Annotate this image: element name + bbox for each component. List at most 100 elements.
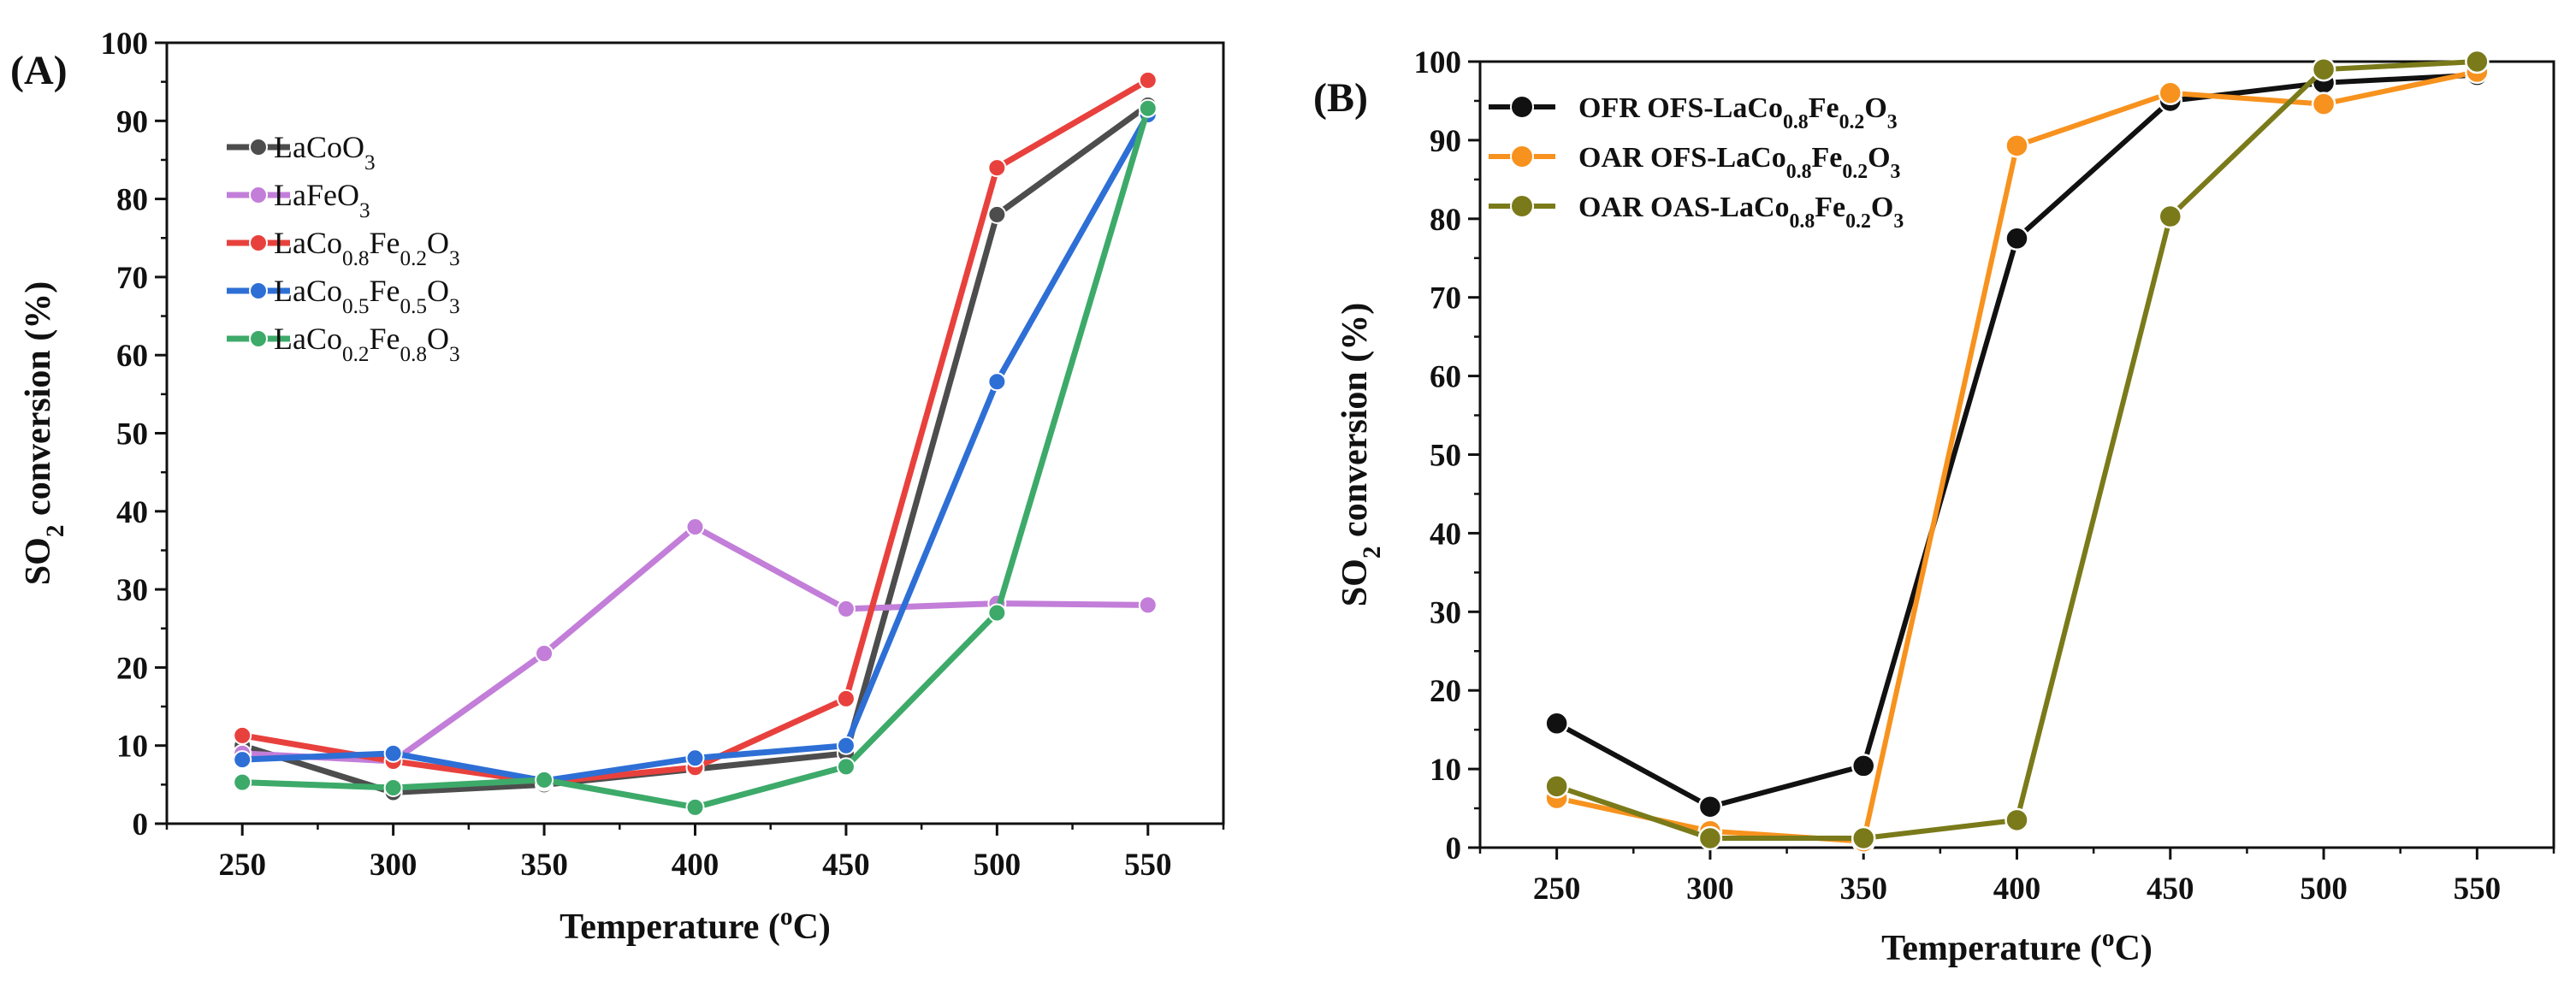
y-tick-label: 50: [1430, 439, 1461, 474]
data-point: [2311, 56, 2336, 82]
legend-label: LaCo0.8Fe0.2O3: [274, 226, 460, 270]
data-point: [535, 770, 554, 789]
data-point: [987, 204, 1007, 224]
y-tick-label: 0: [1446, 831, 1462, 866]
legend-label-part: Fe: [1811, 142, 1842, 174]
data-point: [1138, 595, 1158, 615]
data-point: [2005, 133, 2029, 158]
legend-label-part: 0.2: [400, 247, 426, 270]
data-point: [2158, 204, 2183, 229]
series-3: [233, 70, 1158, 792]
x-tick-label: 400: [672, 848, 720, 883]
legend-label-part: 0.8: [400, 343, 426, 366]
legend: OFR OFS-LaCo0.8Fe0.2O3 OAR OFS-LaCo0.8Fe0…: [1489, 92, 1904, 233]
legend-item: OFR OFS-LaCo0.8Fe0.2O3: [1489, 92, 1898, 133]
chart-b: 0 10 20 30 40 50 60 70 80 90 100 250 300 350 400 450 500…: [1313, 45, 2555, 968]
legend-label-part: 3: [1891, 161, 1901, 183]
series-line: [239, 102, 1152, 795]
legend-marker: [1510, 95, 1534, 119]
y-axis-label-pre: SO: [1335, 559, 1375, 606]
x-axis-label-main: Temperature (: [1881, 929, 2102, 968]
y-tick-label: 70: [1430, 281, 1461, 316]
legend-label: LaCoO3: [274, 130, 376, 174]
data-point: [233, 725, 252, 745]
x-axis-label-tail: C): [2115, 929, 2153, 968]
x-axis-label-sup: o: [780, 903, 793, 931]
y-axis-label-post: conversion (%): [19, 281, 58, 525]
data-point: [383, 743, 403, 763]
data-point: [836, 757, 856, 777]
legend-label-part: OAR OAS-LaCo: [1578, 192, 1790, 223]
x-tick-label: 300: [1686, 872, 1734, 907]
series-line: [239, 77, 1152, 786]
legend-label-part: LaCo: [274, 322, 342, 356]
data-point: [1851, 754, 1876, 778]
y-tick-label: 100: [1414, 45, 1462, 80]
legend-marker: [1510, 145, 1534, 168]
x-tick-label: 450: [822, 848, 870, 883]
data-point: [685, 748, 705, 768]
legend-label-part: 0.5: [400, 295, 426, 318]
x-tick-label: 550: [1124, 848, 1172, 883]
series-3: [1544, 49, 2490, 851]
x-axis-label: Temperature (oC): [1881, 925, 2153, 968]
x-tick-label: 250: [1533, 872, 1581, 907]
legend: LaCoO3LaFeO3LaCo0.8Fe0.2O3LaCo0.5Fe0.5O3…: [227, 130, 460, 366]
x-axis-label: Temperature (oC): [560, 903, 831, 947]
data-point: [685, 517, 705, 537]
legend-label-part: Fe: [1815, 192, 1845, 223]
series-line: [239, 111, 1152, 784]
legend-marker: [249, 329, 268, 348]
y-tick-label: 20: [1430, 674, 1461, 709]
x-tick-label: 550: [2454, 872, 2502, 907]
y-tick-label: 30: [1430, 595, 1461, 630]
y-tick-label: 40: [116, 495, 148, 530]
x-tick-label: 250: [218, 848, 266, 883]
legend-item: LaCo0.5Fe0.5O3: [227, 274, 460, 318]
data-point: [2465, 49, 2490, 74]
series-line: [239, 105, 1152, 811]
legend-label: LaCo0.2Fe0.8O3: [274, 322, 460, 366]
x-tick-label: 500: [974, 848, 1022, 883]
series-line: [1554, 59, 2480, 841]
legend-label-part: Fe: [1809, 92, 1839, 124]
legend-label-part: LaCo: [274, 274, 342, 308]
data-point: [836, 689, 856, 708]
y-tick-label: 70: [116, 261, 148, 296]
x-tick-label: 500: [2300, 872, 2348, 907]
legend-label-part: O: [1871, 192, 1893, 223]
legend-label: OAR OAS-LaCo0.8Fe0.2O3: [1578, 192, 1904, 233]
x-axis-label-sup: o: [2102, 925, 2115, 952]
data-point: [2005, 226, 2029, 251]
y-tick-label: 60: [1430, 360, 1461, 395]
legend-label-part: 3: [364, 151, 376, 174]
legend-label: LaCo0.5Fe0.5O3: [274, 274, 460, 318]
y-tick-label: 30: [116, 573, 148, 608]
legend-item: OAR OFS-LaCo0.8Fe0.2O3: [1489, 142, 1901, 183]
legend-label-part: Fe: [369, 322, 400, 356]
legend-label-part: Fe: [369, 274, 400, 308]
y-tick-label: 90: [116, 104, 148, 139]
data-point: [233, 750, 252, 770]
data-point: [233, 772, 252, 792]
y-axis-label-pre: SO: [19, 537, 58, 585]
legend-label-part: 3: [449, 247, 460, 270]
legend-label-part: 0.2: [1842, 161, 1868, 183]
legend-label-part: LaCoO: [274, 130, 364, 164]
legend-marker: [249, 281, 268, 300]
legend-item: LaCo0.2Fe0.8O3: [227, 322, 460, 366]
data-point: [2311, 92, 2336, 116]
y-tick-label: 100: [101, 27, 149, 62]
x-tick-label: 350: [1839, 872, 1887, 907]
data-point: [1138, 98, 1158, 118]
legend-label-part: 0.8: [342, 247, 369, 270]
data-point: [1544, 774, 1569, 799]
data-point: [685, 797, 705, 817]
legend-label-part: 3: [449, 295, 460, 318]
y-tick-label: 0: [133, 807, 149, 842]
series-2: [1544, 59, 2490, 854]
data-point: [1697, 794, 1723, 819]
y-axis-label-post: conversion (%): [1335, 303, 1375, 547]
series-4: [233, 104, 1158, 790]
